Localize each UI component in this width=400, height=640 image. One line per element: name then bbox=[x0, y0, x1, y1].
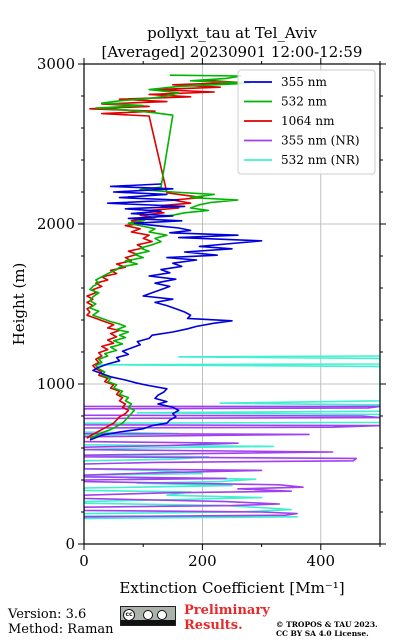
extinction-profile-chart: pollyxt_tau at Tel_Aviv [Averaged] 20230… bbox=[10, 24, 386, 597]
y-tick-label-2000: 2000 bbox=[37, 215, 75, 233]
x-tick-label-400: 400 bbox=[306, 552, 335, 570]
series-line-355-nm bbox=[89, 183, 263, 441]
chart-title-line1: pollyxt_tau at Tel_Aviv bbox=[147, 24, 317, 42]
series-line-1064-nm bbox=[86, 79, 239, 440]
copyright-line1: © TROPOS & TAU 2023. bbox=[276, 620, 378, 629]
x-tick-label-200: 200 bbox=[188, 552, 217, 570]
legend-label-532-nm: 532 nm bbox=[281, 95, 327, 109]
series-lines bbox=[84, 74, 380, 520]
copyright-line2: CC BY SA 4.0 License. bbox=[276, 629, 369, 638]
method-label: Method: Raman bbox=[8, 622, 114, 637]
plot-frame bbox=[83, 63, 381, 545]
legend-label-1064-nm: 1064 nm bbox=[281, 114, 335, 128]
cc-license-badge: cc bbox=[120, 606, 176, 626]
legend-label-355-nm-nr: 355 nm (NR) bbox=[281, 134, 360, 148]
x-tick-label-0: 0 bbox=[79, 552, 89, 570]
legend-label-355-nm: 355 nm bbox=[281, 75, 327, 89]
chart-title-line2: [Averaged] 20230901 12:00-12:59 bbox=[102, 43, 363, 61]
y-tick-label-1000: 1000 bbox=[37, 375, 75, 393]
preliminary-line1: Preliminary bbox=[184, 603, 270, 618]
y-axis-label: Height (m) bbox=[10, 263, 28, 346]
cc-badge-bar bbox=[121, 620, 175, 625]
legend-box bbox=[237, 69, 376, 175]
axis-ticks: 0 1000 2000 3000 0 200 400 bbox=[37, 55, 386, 570]
preliminary-line2: Results. bbox=[184, 618, 243, 633]
y-tick-label-3000: 3000 bbox=[37, 55, 75, 73]
y-tick-label-0: 0 bbox=[65, 535, 75, 553]
version-label: Version: 3.6 bbox=[8, 607, 87, 622]
series-line-355-nm-nr bbox=[84, 405, 380, 519]
legend: 355 nm 532 nm 1064 nm 355 nm (NR) 532 nm (NR… bbox=[237, 69, 376, 175]
x-axis-label: Extinction Coefficient [Mm⁻¹] bbox=[119, 579, 344, 597]
sa-icon bbox=[157, 610, 167, 620]
series-line-532-nm bbox=[89, 74, 251, 440]
axes bbox=[83, 63, 381, 545]
legend-label-532-nm-nr: 532 nm (NR) bbox=[281, 153, 360, 167]
by-icon bbox=[143, 610, 153, 620]
